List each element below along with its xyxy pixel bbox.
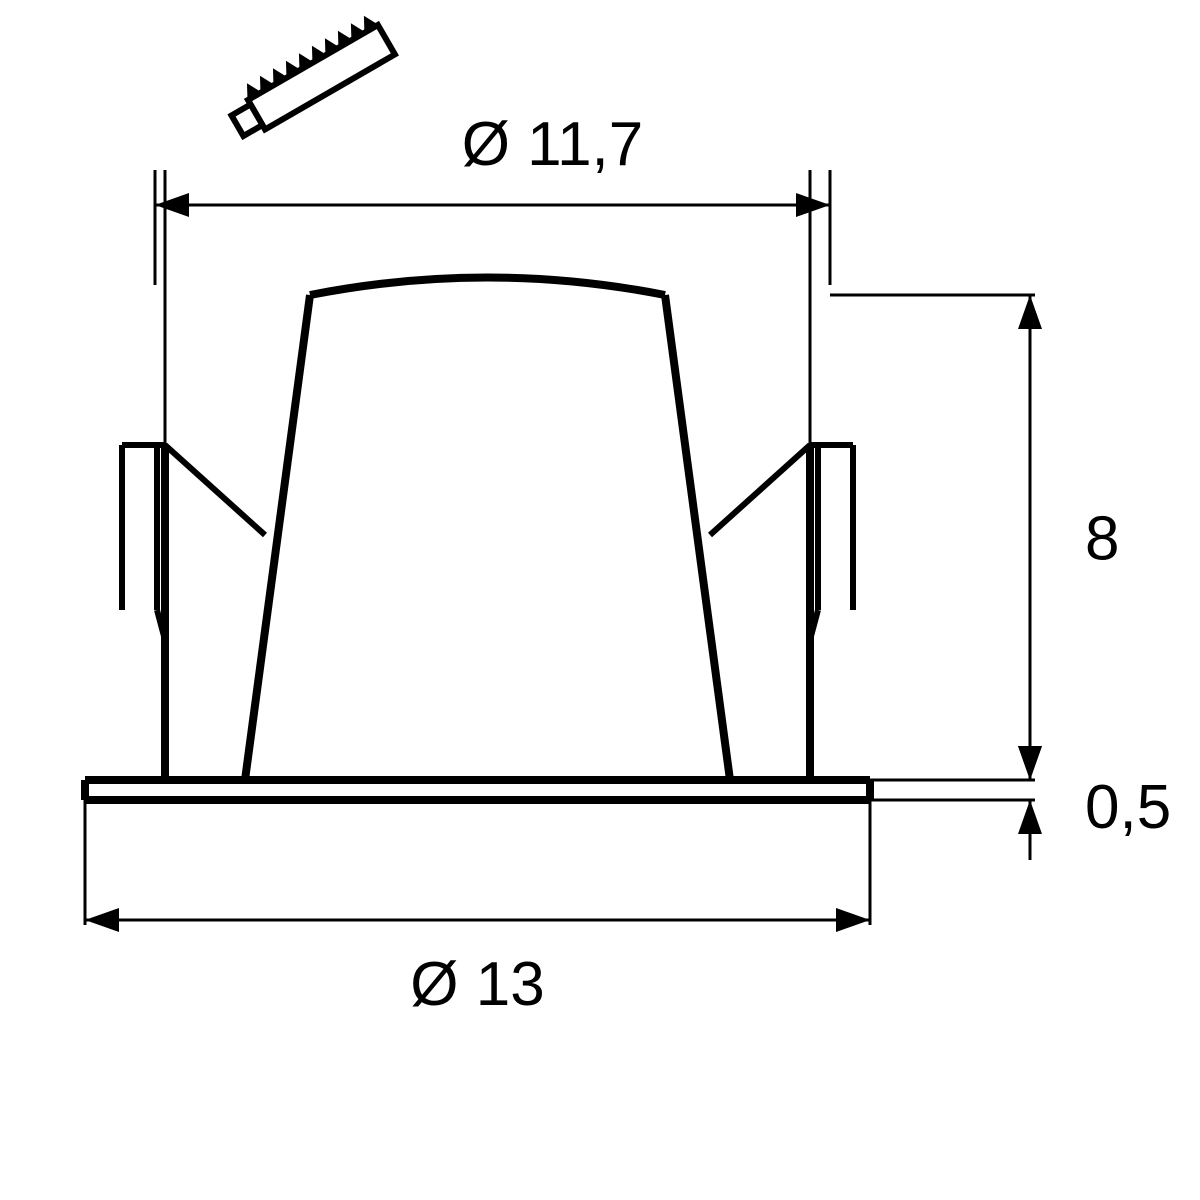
dim-flange-label: 0,5 xyxy=(1085,773,1171,842)
saw-icon xyxy=(222,13,395,141)
technical-drawing: Ø 11,7 Ø 13 8 0,5 xyxy=(0,0,1200,1200)
dim-height-label: 8 xyxy=(1085,505,1119,574)
dim-outer-label: Ø 13 xyxy=(410,950,544,1019)
dim-cutout-label: Ø 11,7 xyxy=(462,110,644,179)
